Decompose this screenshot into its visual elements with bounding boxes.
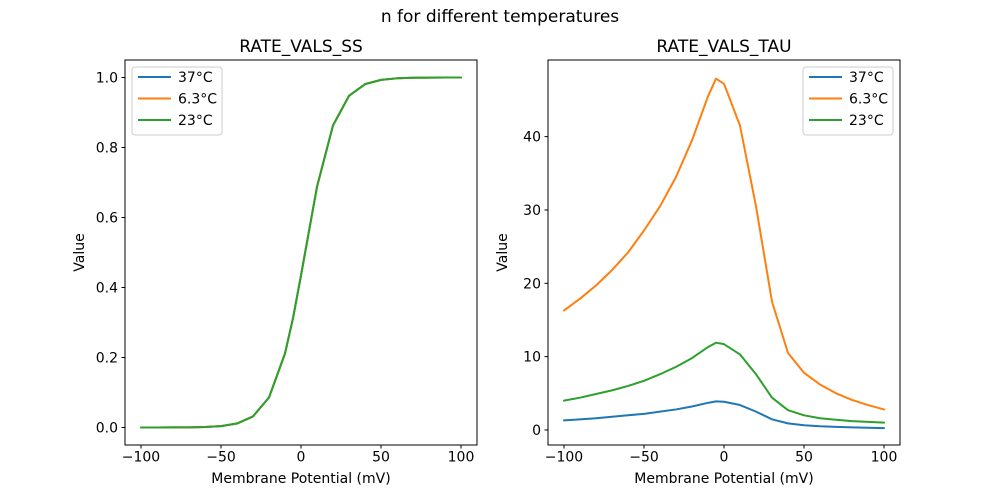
y-tick-label: 0.8 xyxy=(96,141,118,157)
y-tick-label: 0 xyxy=(532,423,541,439)
series-line-23c xyxy=(140,76,462,429)
y-tick-label: 30 xyxy=(523,203,541,219)
legend-box xyxy=(802,66,894,136)
y-axis-label: Value xyxy=(72,233,88,271)
legend-label: 23°C xyxy=(849,113,884,129)
x-tick-label: −100 xyxy=(545,450,583,466)
legend-label: 37°C xyxy=(178,70,213,86)
y-tick-label: 0.6 xyxy=(96,211,118,227)
legend-label: 23°C xyxy=(178,113,213,129)
y-tick-label: 0.2 xyxy=(96,351,118,367)
subplot-rate_vals_tau: −100 −50 0 50 100 0 10 20 30 40 RATE_VALS_TAU Membr… xyxy=(495,37,901,487)
legend-label: 6.3°C xyxy=(178,92,217,108)
x-tick-label: 100 xyxy=(871,450,898,466)
subplot-rate_vals_ss: −100 −50 0 50 100 0.0 0.2 0.4 0.6 0.8 1.0 RATE_VALS… xyxy=(72,37,478,487)
x-tick-label: 100 xyxy=(448,450,475,466)
y-tick-label: 0.4 xyxy=(96,281,118,297)
subplot-title: RATE_VALS_TAU xyxy=(656,37,791,57)
figure-title: n for different temperatures xyxy=(380,7,620,27)
series-line-37c xyxy=(563,400,885,430)
x-tick-label: 50 xyxy=(795,450,813,466)
y-tick-label: 20 xyxy=(523,276,541,292)
legend-label: 6.3°C xyxy=(849,92,888,108)
series-line-63c xyxy=(563,77,885,411)
y-tick-label: 1.0 xyxy=(96,71,118,87)
y-tick-label: 0.0 xyxy=(96,421,118,437)
y-tick-label: 10 xyxy=(523,350,541,366)
legend: 37°C 6.3°C 23°C xyxy=(802,66,894,136)
y-tick-label: 40 xyxy=(523,130,541,146)
x-tick-label: 0 xyxy=(720,450,729,466)
x-tick-label: −50 xyxy=(629,450,659,466)
subplot-title: RATE_VALS_SS xyxy=(239,37,363,57)
x-axis-label: Membrane Potential (mV) xyxy=(634,471,813,487)
x-tick-label: 50 xyxy=(372,450,390,466)
x-tick-label: −50 xyxy=(206,450,236,466)
series-line-23c xyxy=(563,341,885,424)
legend-box xyxy=(131,66,223,136)
legend: 37°C 6.3°C 23°C xyxy=(131,66,223,136)
x-tick-label: 0 xyxy=(297,450,306,466)
legend-label: 37°C xyxy=(849,70,884,86)
x-axis-label: Membrane Potential (mV) xyxy=(211,471,390,487)
y-axis-label: Value xyxy=(495,233,511,271)
x-tick-label: −100 xyxy=(122,450,160,466)
